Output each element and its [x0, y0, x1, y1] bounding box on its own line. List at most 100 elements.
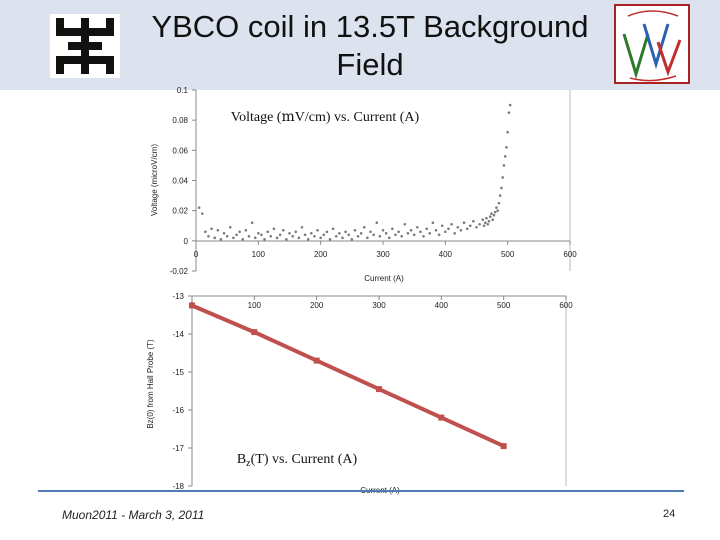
voltage-data-point	[363, 225, 366, 229]
voltage-data-point	[331, 227, 335, 231]
voltage-data-point	[244, 228, 248, 232]
bz-data-point	[438, 414, 445, 421]
voltage-data-point	[428, 231, 432, 235]
page-number: 24	[663, 508, 676, 520]
voltage-data-point	[444, 230, 447, 234]
voltage-data-point	[488, 215, 492, 218]
voltage-data-point	[253, 236, 257, 240]
voltage-y-tick-label: -0.02	[170, 267, 189, 276]
voltage-data-point	[384, 231, 388, 235]
voltage-data-point	[222, 231, 226, 235]
voltage-data-point	[485, 216, 488, 220]
bz-y-tick-label: -14	[172, 330, 184, 339]
voltage-data-point	[456, 225, 460, 229]
voltage-data-point	[403, 222, 407, 226]
footer-rule	[38, 490, 684, 492]
voltage-data-point	[369, 230, 372, 234]
voltage-data-point	[475, 225, 478, 229]
voltage-data-point	[235, 233, 238, 237]
voltage-data-point	[347, 233, 351, 237]
voltage-x-tick-label: 500	[501, 250, 515, 259]
slide-title: YBCO coil in 13.5T Background Field	[130, 8, 610, 84]
voltage-data-point	[394, 233, 397, 237]
voltage-x-tick-label: 100	[252, 250, 266, 259]
voltage-data-point	[216, 228, 220, 232]
voltage-data-point	[263, 238, 266, 241]
bz-data-point	[313, 357, 320, 364]
voltage-data-point	[260, 233, 263, 237]
bz-y-label: Bz(0) from Hall Probe (T)	[146, 339, 155, 429]
voltage-x-label: Current (A)	[364, 274, 404, 283]
voltage-data-point	[422, 235, 425, 238]
voltage-data-point	[366, 236, 369, 240]
voltage-y-tick-label: 0.06	[172, 146, 188, 155]
bz-y-tick-label: -17	[172, 444, 184, 453]
voltage-data-point	[334, 235, 338, 238]
voltage-data-point	[434, 228, 438, 232]
voltage-data-point	[415, 225, 419, 229]
voltage-data-point	[508, 103, 512, 107]
voltage-data-point	[487, 219, 491, 223]
voltage-data-point	[437, 233, 441, 237]
voltage-data-point	[483, 221, 487, 225]
voltage-data-point	[294, 230, 298, 234]
voltage-x-tick-label: 200	[314, 250, 328, 259]
voltage-y-tick-label: 0.08	[172, 116, 188, 125]
footer-text: Muon2011 - March 3, 2011	[62, 508, 205, 522]
bz-x-tick-label: 100	[248, 301, 262, 310]
voltage-data-point	[391, 227, 394, 231]
voltage-data-point	[213, 236, 216, 240]
voltage-data-point	[507, 111, 511, 114]
voltage-data-point	[272, 227, 276, 231]
voltage-data-point	[207, 235, 210, 238]
voltage-data-point	[412, 233, 416, 237]
voltage-data-point	[501, 176, 504, 179]
voltage-y-tick-label: 0.02	[172, 207, 188, 216]
voltage-data-point	[275, 236, 279, 240]
voltage-x-tick-label: 600	[563, 250, 577, 259]
voltage-data-point	[310, 231, 313, 235]
voltage-data-point	[372, 233, 375, 237]
voltage-data-point	[328, 238, 332, 241]
fermilab-logo	[50, 14, 120, 78]
voltage-data-point	[409, 228, 413, 232]
bz-data-point	[189, 302, 195, 309]
mu-symbol: m	[281, 109, 294, 125]
voltage-data-point	[496, 209, 499, 212]
voltage-x-tick-label: 400	[439, 250, 453, 259]
voltage-data-point	[490, 212, 493, 215]
voltage-data-point	[468, 224, 472, 228]
voltage-data-point	[482, 224, 486, 228]
voltage-data-point	[462, 221, 466, 225]
voltage-data-point	[356, 235, 360, 238]
voltage-data-point	[486, 222, 490, 226]
voltage-data-point	[353, 228, 357, 232]
voltage-data-point	[200, 212, 204, 215]
bz-series-line	[190, 303, 506, 449]
voltage-data-point	[219, 238, 223, 241]
bz-x-tick-label: 400	[435, 301, 449, 310]
bz-y-tick-label: -16	[172, 406, 184, 415]
voltage-data-point	[247, 235, 251, 238]
voltage-data-point	[210, 227, 213, 231]
bz-x-tick-label: 600	[559, 301, 573, 310]
bz-data-point	[251, 329, 258, 336]
voltage-data-point	[266, 230, 269, 234]
voltage-data-point	[472, 219, 475, 223]
voltage-data-point	[503, 155, 507, 158]
voltage-data-point	[375, 221, 379, 225]
voltage-data-point	[344, 230, 347, 234]
voltage-data-point	[481, 218, 485, 222]
voltage-data-point	[350, 238, 354, 241]
voltage-data-point	[450, 222, 453, 226]
voltage-data-point	[387, 236, 391, 240]
voltage-data-point	[297, 236, 301, 240]
voltage-data-point	[250, 221, 254, 225]
muon-accelerator-program-logo	[614, 4, 690, 84]
voltage-data-point	[465, 227, 469, 231]
voltage-data-point	[204, 230, 207, 234]
voltage-x-tick-label: 0	[194, 250, 199, 259]
voltage-data-point	[269, 235, 273, 238]
voltage-data-point	[288, 231, 291, 235]
voltage-x-tick-label: 300	[376, 250, 390, 259]
